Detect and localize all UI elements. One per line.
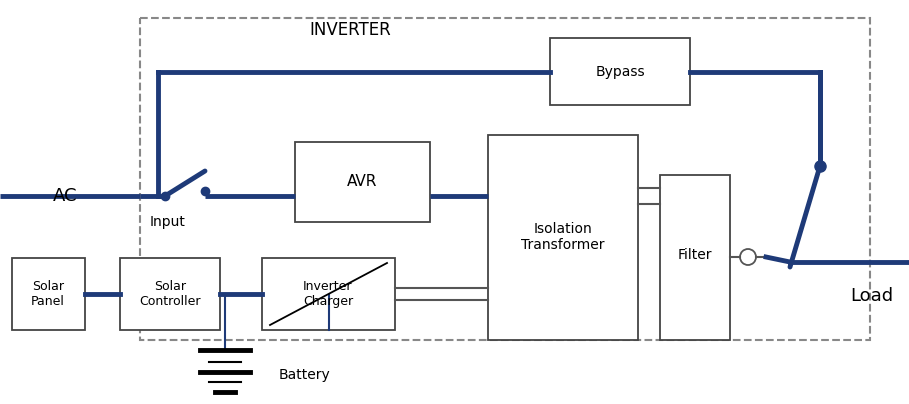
Bar [550,38,690,105]
Text: AC: AC [53,187,77,205]
Text: Input: Input [150,215,186,229]
Text: AVR: AVR [347,175,377,189]
Text: Bypass: Bypass [595,65,644,79]
Bar [262,258,395,330]
Text: Battery: Battery [279,368,331,382]
Text: INVERTER: INVERTER [309,21,391,39]
Bar [140,18,870,340]
Bar [488,135,638,340]
Text: Solar
Controller: Solar Controller [139,280,201,308]
Text: Load: Load [851,287,894,305]
Bar [120,258,220,330]
Text: Isolation
Transformer: Isolation Transformer [521,222,604,252]
Bar [12,258,85,330]
Text: Inverter
Charger: Inverter Charger [303,280,353,308]
Bar [295,142,430,222]
Text: Filter: Filter [678,248,713,262]
Bar [660,175,730,340]
Text: Solar
Panel: Solar Panel [31,280,65,308]
